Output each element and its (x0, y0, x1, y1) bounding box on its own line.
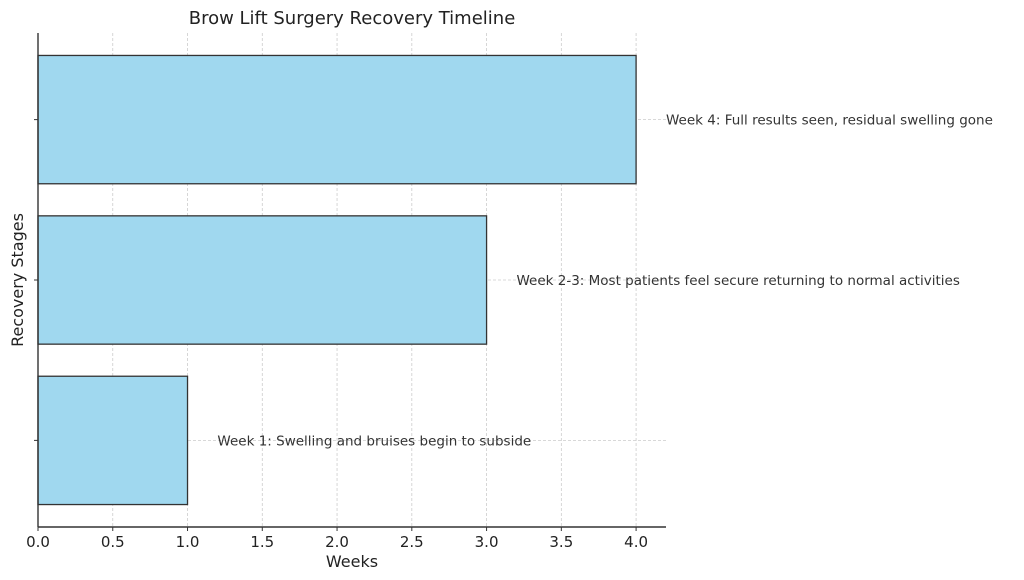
x-tick-label: 0.0 (26, 533, 50, 551)
x-tick-label: 1.0 (176, 533, 200, 551)
x-tick-label: 2.0 (325, 533, 349, 551)
bar (37, 54, 637, 185)
bar (37, 375, 189, 506)
x-tick-label: 3.5 (549, 533, 573, 551)
bar-annotation: Week 4: Full results seen, residual swel… (666, 113, 993, 129)
x-tick-label: 4.0 (624, 533, 648, 551)
bars (37, 54, 637, 506)
x-tick-label: 0.5 (101, 533, 125, 551)
x-tick-label: 1.5 (250, 533, 274, 551)
annotations: Week 1: Swelling and bruises begin to su… (217, 113, 992, 450)
chart-title: Brow Lift Surgery Recovery Timeline (189, 8, 516, 29)
y-axis-label: Recovery Stages (8, 213, 27, 347)
bar-annotation: Week 2-3: Most patients feel secure retu… (516, 273, 959, 289)
x-axis-label: Weeks (326, 552, 378, 571)
bar (37, 215, 488, 345)
x-tick-label: 3.0 (475, 533, 499, 551)
x-tick-label: 2.5 (400, 533, 424, 551)
bar-annotation: Week 1: Swelling and bruises begin to su… (217, 433, 531, 449)
axes: 0.0 0.5 1.0 1.5 2.0 2.5 3.0 3.5 4.0 (26, 33, 666, 551)
